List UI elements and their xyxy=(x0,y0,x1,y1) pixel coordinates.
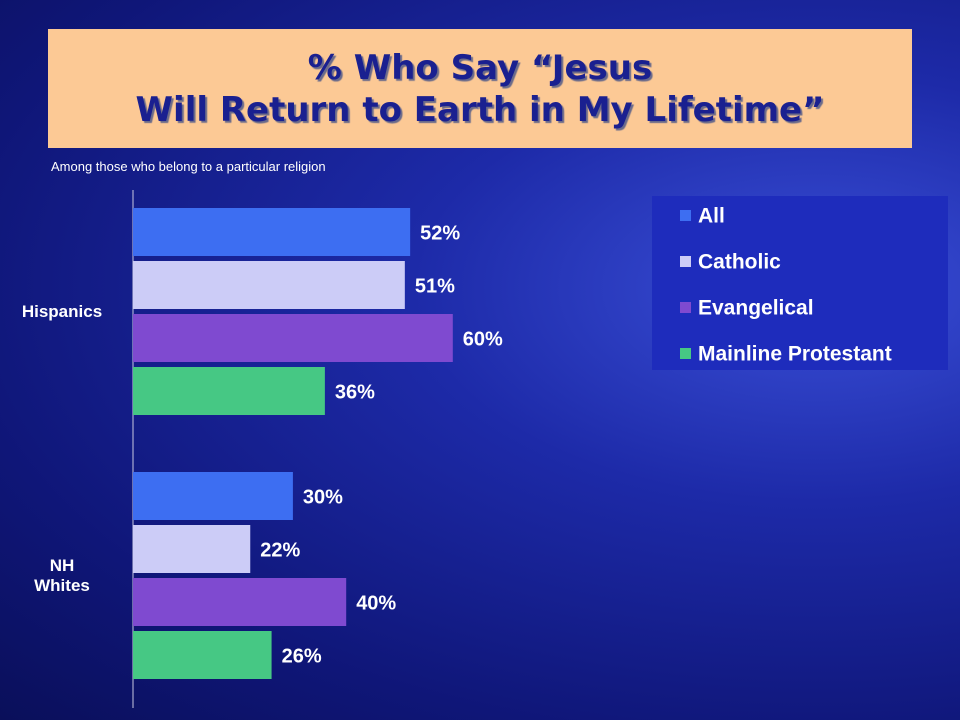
bar xyxy=(133,367,325,415)
value-label: 30% xyxy=(303,486,343,508)
legend-label: Evangelical xyxy=(698,297,814,320)
legend-label: Catholic xyxy=(698,251,781,274)
value-label: 51% xyxy=(415,275,455,297)
value-label: 26% xyxy=(282,645,322,667)
value-label: 22% xyxy=(260,539,300,561)
category-label: NH Whites xyxy=(34,555,90,595)
bar xyxy=(133,525,251,573)
legend-swatch xyxy=(680,348,691,359)
legend-swatch xyxy=(680,210,691,221)
chart-subtitle: Among those who belong to a particular r… xyxy=(51,159,326,174)
value-label: 60% xyxy=(463,328,503,350)
category-label: Hispanics xyxy=(21,301,103,321)
legend-box xyxy=(652,196,948,370)
legend-swatch xyxy=(680,256,691,267)
legend-label: All xyxy=(698,205,725,228)
value-label: 36% xyxy=(335,381,375,403)
chart-title: % Who Say “Jesus Will Return to Earth in… xyxy=(48,29,912,148)
bar xyxy=(133,578,347,626)
bar xyxy=(133,631,272,679)
value-label: 52% xyxy=(420,222,460,244)
bar xyxy=(133,208,411,256)
legend-swatch xyxy=(680,302,691,313)
value-label: 40% xyxy=(356,592,396,614)
bar xyxy=(133,261,405,309)
legend-label: Mainline Protestant xyxy=(698,343,892,366)
bar xyxy=(133,314,453,362)
bar xyxy=(133,472,293,520)
